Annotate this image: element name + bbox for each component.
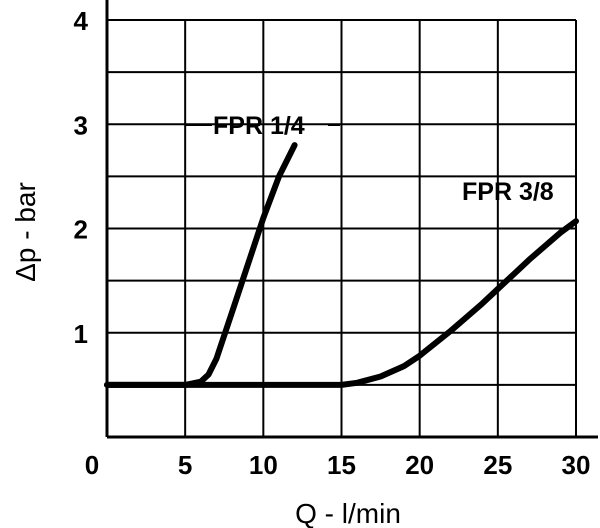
- y-axis-title: Δp - bar: [10, 182, 41, 282]
- series-line-fpr-1-4: [104, 142, 298, 388]
- x-tick-labels: 0 5 10 15 20 25 30: [85, 450, 591, 480]
- grid-lines: [107, 19, 577, 437]
- y-tick-label: 4: [74, 6, 89, 36]
- y-tick-labels: 1 2 3 4: [74, 6, 89, 349]
- x-tick-label: 25: [483, 450, 512, 480]
- series-line-fpr-3-8: [104, 218, 579, 388]
- series-label-fpr-3-8: FPR 3/8: [462, 178, 554, 206]
- x-tick-label: 5: [178, 450, 192, 480]
- series-labels: FPR 1/4 FPR 3/8: [185, 112, 554, 206]
- x-tick-label: 20: [405, 450, 434, 480]
- y-tick-label: 2: [74, 215, 88, 245]
- series-lines: [104, 142, 579, 388]
- x-tick-label: 15: [327, 450, 356, 480]
- x-tick-label: 10: [249, 450, 278, 480]
- y-tick-label: 1: [74, 319, 88, 349]
- x-axis-title: Q - l/min: [295, 498, 401, 528]
- y-tick-label: 3: [74, 110, 88, 140]
- series-label-fpr-1-4: FPR 1/4: [213, 112, 305, 140]
- x-tick-label: 30: [562, 450, 591, 480]
- axes: [105, 0, 598, 439]
- x-tick-label: 0: [85, 450, 99, 480]
